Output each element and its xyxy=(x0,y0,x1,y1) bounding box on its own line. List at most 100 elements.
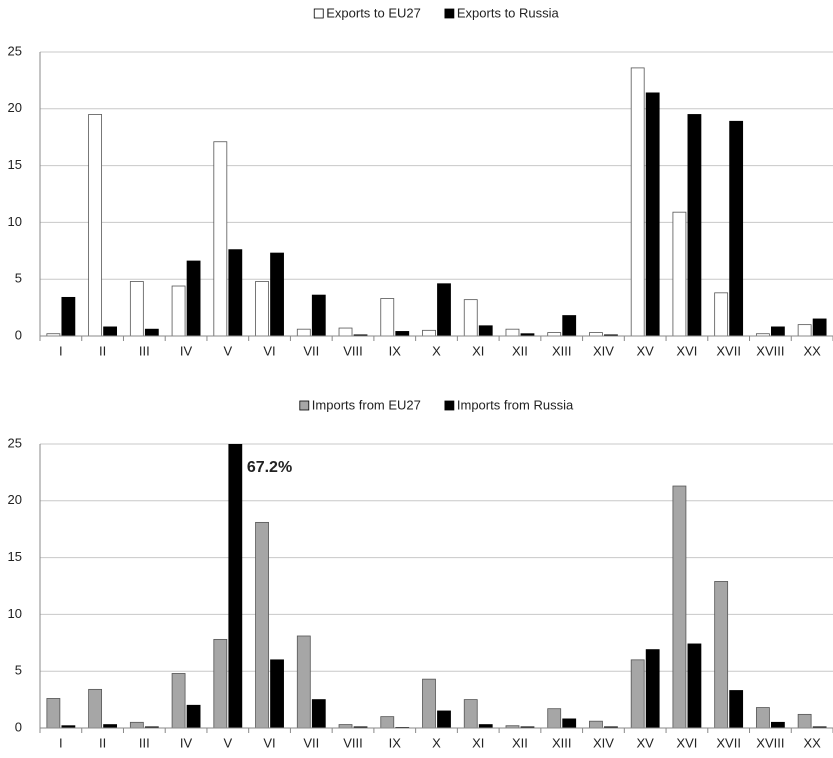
bar xyxy=(395,331,410,336)
x-tick-label: VIII xyxy=(343,343,363,358)
x-tick-label: XVIII xyxy=(756,343,784,358)
bar xyxy=(437,283,451,336)
legend-label: Exports to Russia xyxy=(457,5,560,20)
bar xyxy=(46,698,61,728)
y-tick-label: 25 xyxy=(8,435,22,450)
bar xyxy=(770,326,785,336)
bar xyxy=(672,485,687,728)
bar xyxy=(129,281,144,336)
bar xyxy=(338,724,353,728)
x-tick-label: IX xyxy=(389,735,402,750)
bar xyxy=(812,726,827,728)
bar xyxy=(213,141,228,336)
bar xyxy=(144,726,159,728)
bar xyxy=(61,296,76,336)
bar xyxy=(478,724,493,728)
bar xyxy=(338,327,353,336)
x-tick-label: XV xyxy=(637,735,655,750)
bar xyxy=(672,211,687,336)
bar xyxy=(296,635,311,728)
y-tick-label: 20 xyxy=(8,492,22,507)
legend: Exports to EU27 Exports to Russia xyxy=(313,5,560,20)
x-tick-label: XV xyxy=(637,343,655,358)
bar xyxy=(88,114,103,336)
bar xyxy=(255,281,269,336)
bar xyxy=(714,292,729,336)
x-tick-label: V xyxy=(223,735,232,750)
bar xyxy=(228,444,243,728)
bar xyxy=(422,329,436,336)
legend-swatch xyxy=(444,8,455,19)
x-tick-label: II xyxy=(99,735,106,750)
bar xyxy=(547,332,562,336)
data-label: 67.2% xyxy=(247,459,292,476)
bar xyxy=(270,659,284,728)
y-tick-label: 0 xyxy=(15,719,22,734)
bar xyxy=(171,285,186,336)
bar xyxy=(589,332,603,336)
y-tick-label: 5 xyxy=(15,663,22,678)
x-tick-label: XVII xyxy=(716,343,741,358)
y-tick-label: 10 xyxy=(8,214,22,229)
x-tick-label: VI xyxy=(263,343,275,358)
x-tick-label: I xyxy=(59,343,63,358)
x-tick-label: XIII xyxy=(552,343,572,358)
bar xyxy=(270,252,284,336)
x-tick-label: IV xyxy=(180,735,193,750)
bar xyxy=(520,726,535,728)
bar xyxy=(770,721,785,728)
bar xyxy=(311,294,326,336)
y-tick-label: 0 xyxy=(15,327,22,342)
bar xyxy=(353,726,368,728)
bar xyxy=(437,710,451,728)
x-tick-label: XIV xyxy=(593,735,614,750)
bar xyxy=(562,315,577,336)
bar xyxy=(547,708,562,728)
bar xyxy=(463,299,478,336)
bar xyxy=(88,688,103,728)
bar xyxy=(645,649,660,728)
bar xyxy=(604,334,618,336)
x-tick-label: XX xyxy=(803,343,821,358)
bar xyxy=(213,638,228,728)
x-tick-label: XII xyxy=(512,343,528,358)
x-tick-label: IX xyxy=(389,343,402,358)
y-tick-label: 5 xyxy=(15,271,22,286)
bar xyxy=(729,120,744,336)
bar xyxy=(562,718,577,728)
y-tick-label: 25 xyxy=(8,43,22,58)
bar xyxy=(296,328,311,336)
x-tick-label: III xyxy=(139,735,150,750)
x-tick-label: X xyxy=(432,343,441,358)
x-tick-label: XII xyxy=(512,735,528,750)
bar xyxy=(103,326,118,336)
bar xyxy=(171,673,186,728)
bar xyxy=(604,726,618,728)
bar xyxy=(687,114,702,336)
bar xyxy=(755,707,770,728)
x-tick-label: VIII xyxy=(343,735,363,750)
bar xyxy=(812,318,827,336)
bar xyxy=(228,249,243,336)
bar xyxy=(186,704,201,728)
bar xyxy=(186,260,201,336)
bar xyxy=(729,690,744,728)
legend-swatch xyxy=(313,8,324,19)
bar xyxy=(630,67,645,336)
y-tick-label: 10 xyxy=(8,606,22,621)
x-tick-label: XVI xyxy=(676,735,697,750)
x-tick-label: XVIII xyxy=(756,735,784,750)
x-tick-label: XIII xyxy=(552,735,572,750)
bar xyxy=(478,325,493,336)
bar xyxy=(687,643,702,728)
bar xyxy=(129,721,144,728)
x-tick-label: I xyxy=(59,735,63,750)
x-tick-label: IV xyxy=(180,343,193,358)
legend-label: Exports to EU27 xyxy=(326,5,421,20)
x-tick-label: X xyxy=(432,735,441,750)
bar xyxy=(311,699,326,728)
legend-swatch xyxy=(299,400,310,411)
